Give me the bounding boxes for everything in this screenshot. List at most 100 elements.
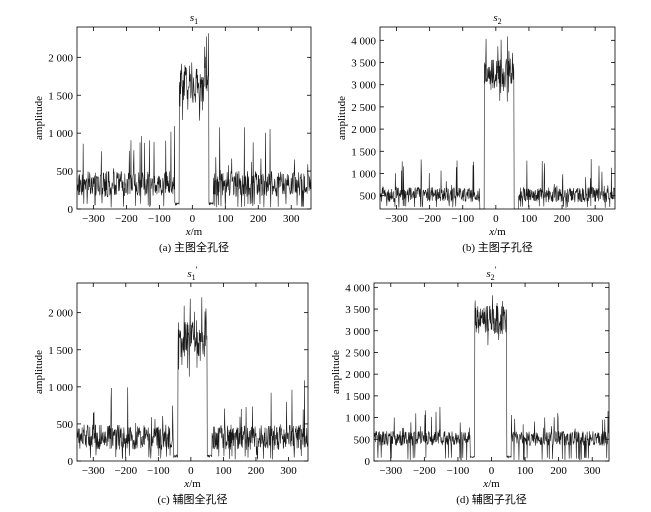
x-tick-label: 300	[587, 213, 604, 225]
panel-title-sub: 2	[498, 17, 502, 26]
x-axis-label: x/m	[185, 226, 203, 238]
y-tick-label: 3 000	[351, 80, 376, 92]
y-tick-label: 4 000	[345, 282, 370, 294]
x-tick-label: −200	[115, 213, 138, 225]
panel-title-main: s	[486, 268, 490, 280]
x-axis-label-var: x	[183, 478, 189, 490]
y-tick-label: 2 000	[48, 308, 73, 320]
panel-title-main: s	[187, 268, 191, 280]
panel-title: s2′	[486, 265, 496, 282]
y-tick-label: 2 000	[351, 124, 376, 136]
y-tick-label: 0	[365, 456, 371, 468]
panel-title: s1	[190, 12, 198, 26]
x-tick-label: −300	[82, 465, 105, 477]
x-tick-label: 300	[584, 465, 601, 477]
axes-frame	[379, 26, 616, 210]
y-tick-label: 2 500	[351, 102, 376, 114]
y-tick-label: 1 000	[351, 168, 376, 180]
y-tick-label: 500	[354, 434, 371, 446]
y-tick-label: 1 500	[48, 90, 73, 102]
signal-trace	[379, 36, 616, 210]
panel-title: s2	[493, 12, 501, 26]
y-axis-label: amplitude	[33, 350, 45, 394]
y-tick-label: 0	[68, 456, 74, 468]
x-axis-label-var: x	[185, 226, 191, 238]
x-tick-label: 100	[517, 465, 534, 477]
panel-title: s1′	[187, 265, 197, 282]
panel-title-main: s	[493, 12, 497, 24]
x-axis-label-var: x	[488, 226, 494, 238]
x-axis-label-unit: /m	[494, 226, 506, 238]
y-tick-label: 1 000	[48, 382, 73, 394]
y-axis-label: amplitude	[33, 96, 45, 140]
panel-title-sub: 1	[192, 273, 196, 282]
x-tick-label: 100	[217, 213, 234, 225]
signal-trace	[373, 295, 610, 461]
x-tick-label: −300	[385, 213, 408, 225]
panel-title-main: s	[190, 12, 194, 24]
panel-caption: (a) 主图全孔径	[159, 240, 229, 254]
y-tick-label: 500	[360, 191, 377, 203]
x-axis-label-unit: /m	[488, 478, 500, 490]
x-tick-label: 200	[554, 213, 571, 225]
x-tick-label: 300	[280, 465, 297, 477]
signal-trace	[76, 33, 312, 208]
x-tick-label: −300	[82, 213, 105, 225]
signal-trace	[76, 297, 309, 460]
x-tick-label: −100	[447, 465, 470, 477]
x-tick-label: 300	[283, 213, 300, 225]
panel-title-sub: 2	[491, 273, 495, 282]
x-axis-label: x/m	[183, 478, 201, 490]
panel-caption: (c) 辅图全孔径	[158, 492, 228, 506]
x-tick-label: 100	[215, 465, 232, 477]
x-tick-label: −200	[418, 213, 441, 225]
x-tick-label: 200	[248, 465, 265, 477]
y-tick-label: 0	[68, 204, 74, 216]
x-axis-label: x/m	[488, 226, 506, 238]
x-tick-label: −100	[148, 213, 171, 225]
y-tick-label: 3 000	[345, 326, 370, 338]
x-tick-label: 200	[550, 465, 567, 477]
axes-frame	[76, 282, 309, 462]
panel-b: −300 −200 −100 0 100 200 300 500 1 000 1 500 2 000…	[336, 12, 616, 254]
y-tick-label: 3 500	[351, 58, 376, 70]
panel-title-sup: ′	[495, 265, 497, 275]
y-tick-label: 1 000	[345, 413, 370, 425]
y-tick-label: 4 000	[351, 35, 376, 47]
y-tick-label: 2 000	[345, 369, 370, 381]
x-tick-label: 0	[188, 465, 194, 477]
y-tick-label: 2 000	[48, 52, 73, 64]
x-tick-label: −300	[379, 465, 402, 477]
panel-title-sup: ′	[196, 265, 198, 275]
axes-frame	[373, 282, 610, 462]
x-tick-label: −200	[114, 465, 137, 477]
y-tick-label: 3 500	[345, 304, 370, 316]
panel-caption: (b) 主图子孔径	[462, 241, 533, 254]
axes-frame	[76, 26, 312, 210]
y-tick-label: 2 500	[345, 347, 370, 359]
x-axis-label-unit: /m	[189, 478, 201, 490]
x-axis-label-var: x	[482, 478, 488, 490]
y-tick-label: 500	[57, 419, 74, 431]
x-tick-label: 0	[190, 213, 196, 225]
x-tick-label: −200	[413, 465, 436, 477]
x-axis-label: x/m	[482, 478, 500, 490]
y-tick-label: 1 000	[48, 128, 73, 140]
y-tick-label: 1 500	[345, 391, 370, 403]
x-tick-label: 0	[493, 213, 499, 225]
y-tick-label: 1 500	[48, 345, 73, 357]
panel-caption: (d) 辅图子孔径	[456, 492, 527, 506]
panel-title-sub: 1	[194, 17, 198, 26]
x-tick-label: 200	[250, 213, 267, 225]
y-axis-label: amplitude	[330, 350, 342, 394]
y-tick-label: 500	[57, 166, 74, 178]
x-axis-label-unit: /m	[191, 226, 203, 238]
x-tick-label: −100	[147, 465, 170, 477]
y-tick-label: 1 500	[351, 146, 376, 158]
x-tick-label: −100	[451, 213, 474, 225]
x-tick-label: 100	[521, 213, 538, 225]
